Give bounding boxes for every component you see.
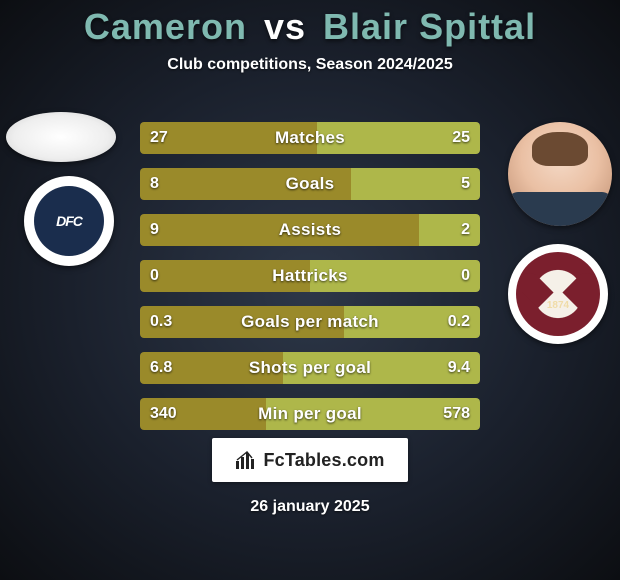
club-badge-text: DFC [56,213,82,229]
site-logo: FcTables.com [212,438,408,482]
date-text: 26 january 2025 [0,498,620,516]
subtitle: Club competitions, Season 2024/2025 [0,56,620,74]
stat-label: Assists [140,214,480,246]
club-badge-shape: DFC [34,186,104,256]
stat-row: 0.30.2Goals per match [140,306,480,338]
player2-club-badge: 1874 [508,244,608,344]
title-player2: Blair Spittal [323,6,536,47]
club-badge-year: 1874 [516,300,600,311]
stat-label: Hattricks [140,260,480,292]
site-logo-text: FcTables.com [263,450,384,471]
stat-label: Min per goal [140,398,480,430]
stat-row: 92Assists [140,214,480,246]
stat-row: 6.89.4Shots per goal [140,352,480,384]
stat-label: Goals [140,168,480,200]
stat-row: 85Goals [140,168,480,200]
player1-avatar [6,112,116,162]
club-badge-shape: 1874 [516,252,600,336]
comparison-chart: 2725Matches 85Goals 92Assists 00Hattricks 0.… [140,122,480,430]
title-player1: Cameron [84,6,247,47]
title-vs: vs [264,6,306,47]
stat-label: Goals per match [140,306,480,338]
player2-avatar [508,122,612,226]
stat-row: 340578Min per goal [140,398,480,430]
stat-row: 00Hattricks [140,260,480,292]
stat-label: Shots per goal [140,352,480,384]
stat-row: 2725Matches [140,122,480,154]
chart-icon [235,450,255,470]
player1-club-badge: DFC [24,176,114,266]
page-title: Cameron vs Blair Spittal [0,0,620,48]
stat-label: Matches [140,122,480,154]
